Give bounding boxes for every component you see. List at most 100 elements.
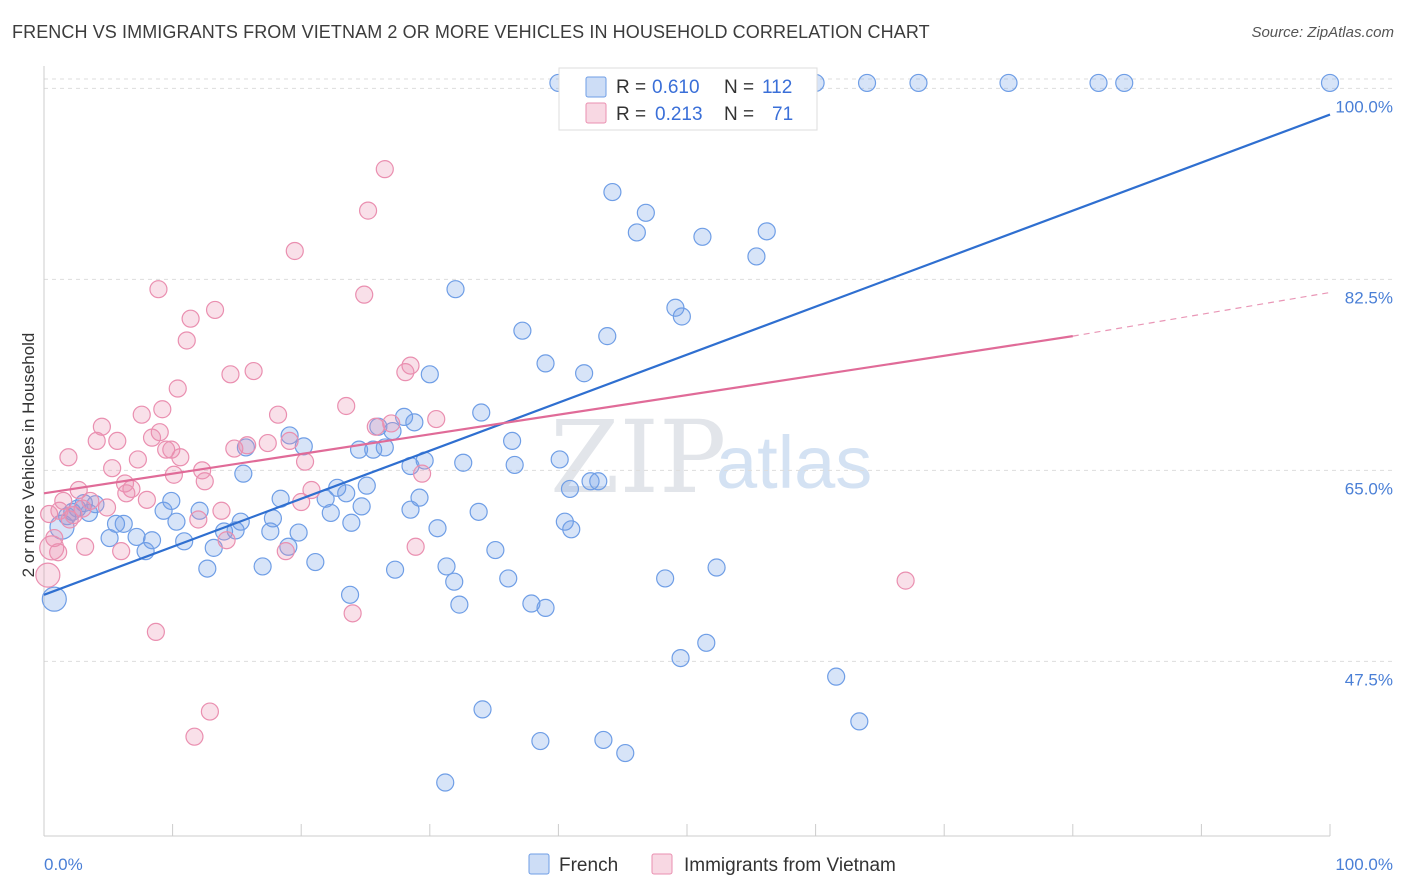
point-vietnam [285, 241, 304, 261]
point-vietnam [115, 474, 135, 493]
point-french [280, 426, 299, 445]
legend-r-label-french: R = [616, 77, 646, 98]
point-french [437, 557, 456, 576]
legend-n-value-french: 112 [762, 77, 792, 98]
point-french [693, 227, 712, 246]
point-vietnam [92, 417, 111, 436]
point-french [1115, 73, 1134, 93]
point-vietnam [295, 452, 315, 471]
point-vietnam [343, 604, 362, 623]
point-vietnam [337, 396, 356, 416]
point-french [909, 73, 928, 93]
point-french [575, 364, 594, 383]
trend-lines [43, 113, 1331, 596]
point-french [594, 730, 613, 750]
point-vietnam [168, 379, 187, 398]
point-french [154, 501, 173, 520]
point-french [420, 365, 439, 384]
point-french [598, 327, 617, 346]
point-vietnam [128, 450, 147, 469]
point-french [1320, 73, 1340, 93]
point-vietnam [177, 331, 196, 350]
bottom-legend-swatch-vietnam [651, 853, 673, 875]
point-french [114, 514, 133, 533]
point-vietnam [276, 542, 295, 561]
point-french [522, 594, 541, 613]
point-vietnam [375, 160, 394, 179]
point-vietnam [258, 433, 277, 453]
point-vietnam [195, 472, 214, 491]
point-french [757, 222, 776, 241]
legend-n-label-french: N = [724, 77, 754, 98]
point-vietnam [73, 499, 92, 518]
point-french [513, 321, 532, 340]
chart-source: Source: ZipAtlas.com [1251, 24, 1394, 41]
y-tick-label: 100.0% [1335, 97, 1393, 116]
point-french [385, 560, 405, 579]
series-french-points [41, 73, 1340, 792]
bottom-legend-label-vietnam: Immigrants from Vietnam [684, 855, 896, 876]
point-french [357, 476, 376, 495]
watermark-atlas: atlas [716, 421, 872, 504]
point-french [747, 247, 766, 266]
point-french [446, 280, 465, 299]
point-french [352, 497, 371, 516]
point-french [454, 453, 473, 472]
point-vietnam [108, 431, 127, 451]
point-vietnam [268, 405, 288, 424]
point-french [106, 514, 126, 533]
point-french [289, 523, 308, 542]
point-french [555, 512, 574, 531]
point-vietnam [185, 727, 204, 746]
point-vietnam [406, 537, 425, 556]
point-french [707, 558, 726, 577]
point-vietnam [137, 490, 156, 509]
point-vietnam [412, 464, 432, 483]
point-vietnam [87, 431, 106, 451]
point-french [536, 354, 555, 373]
bottom-legend-label-french: French [559, 855, 618, 876]
x-tick-label-max: 100.0% [1335, 855, 1393, 874]
point-french [999, 73, 1018, 93]
legend-r-label-vietnam: R = [616, 104, 646, 125]
point-vietnam [358, 201, 378, 220]
point-vietnam [200, 702, 219, 721]
x-tick-labels: 0.0% 100.0% [44, 855, 1393, 874]
point-vietnam [171, 448, 190, 467]
point-french [627, 223, 646, 242]
point-french [306, 552, 325, 572]
point-french [581, 472, 600, 491]
point-french [321, 503, 340, 523]
point-vietnam [366, 417, 385, 436]
point-french [340, 585, 360, 604]
point-vietnam [45, 528, 64, 548]
point-french [142, 531, 162, 550]
point-vietnam [146, 622, 165, 642]
series-legend: French Immigrants from Vietnam [528, 853, 896, 876]
point-vietnam [76, 537, 95, 556]
point-vietnam [221, 365, 240, 384]
point-vietnam [112, 542, 131, 561]
point-vietnam [49, 543, 68, 562]
point-vietnam [81, 491, 100, 511]
point-french [469, 502, 488, 521]
point-vietnam [150, 423, 169, 442]
point-vietnam [181, 309, 200, 328]
point-french [342, 513, 361, 532]
legend-swatch-vietnam [585, 102, 607, 124]
point-french [337, 484, 356, 503]
point-vietnam [205, 300, 225, 320]
point-vietnam [54, 491, 73, 511]
point-french [562, 520, 581, 539]
point-french [560, 479, 580, 499]
point-french [472, 403, 491, 422]
point-vietnam [189, 510, 208, 529]
point-french [499, 569, 518, 588]
legend-r-value-vietnam: 0.213 [655, 104, 703, 125]
point-french [364, 440, 383, 459]
point-vietnam [896, 571, 915, 590]
point-vietnam [132, 405, 151, 424]
point-french [827, 667, 846, 686]
point-vietnam [244, 361, 263, 381]
